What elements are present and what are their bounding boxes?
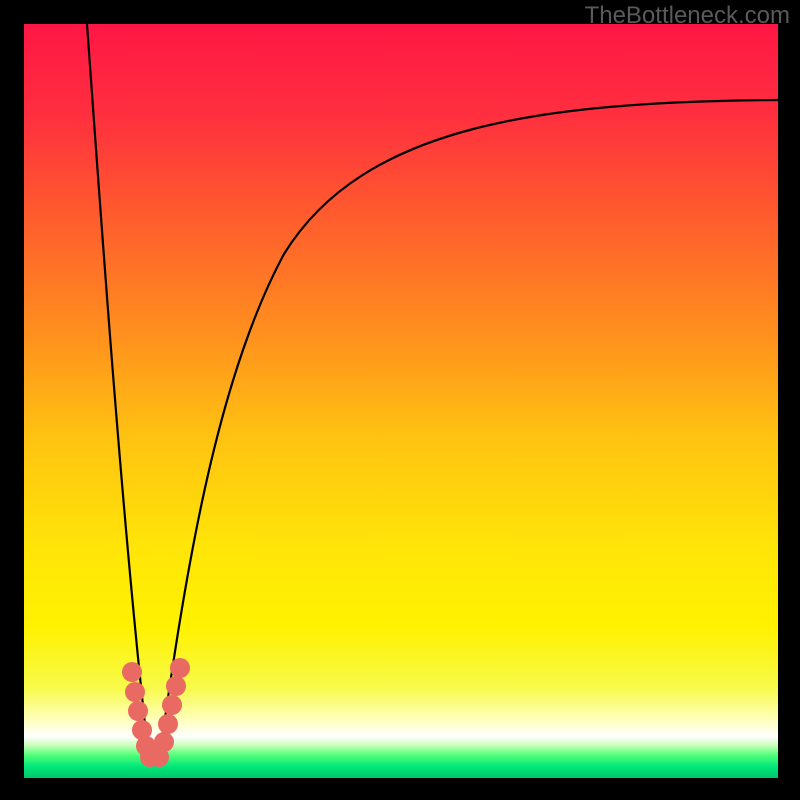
marker-dot [128, 701, 148, 721]
marker-dot [162, 695, 182, 715]
marker-dot [166, 676, 186, 696]
chart-container: TheBottleneck.com [0, 0, 800, 800]
marker-dot [158, 714, 178, 734]
bottleneck-plot [24, 24, 778, 778]
marker-dot [154, 732, 174, 752]
marker-dot [122, 662, 142, 682]
watermark-text: TheBottleneck.com [585, 2, 790, 30]
marker-dot [125, 682, 145, 702]
marker-dot [170, 658, 190, 678]
